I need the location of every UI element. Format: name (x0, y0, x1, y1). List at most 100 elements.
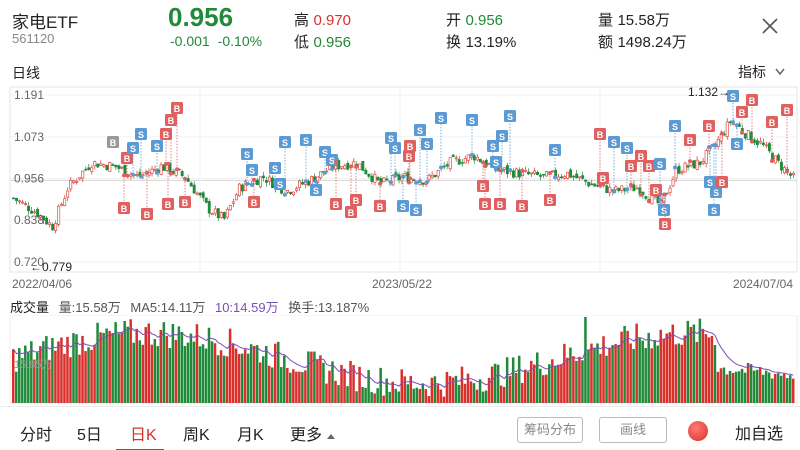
volume-bar (204, 348, 208, 403)
candle-body (478, 158, 482, 163)
candle-body (69, 179, 73, 190)
svg-text:S: S (322, 148, 328, 158)
marker-dot (418, 179, 422, 184)
volume-bar (63, 353, 66, 403)
marker-dot (155, 170, 159, 175)
volume-bar (560, 364, 563, 403)
candle-body (608, 186, 612, 194)
svg-text:B: B (638, 152, 645, 162)
candle-body (237, 183, 241, 197)
tab-5day[interactable]: 5日 (77, 427, 102, 444)
volume-bar (141, 344, 145, 403)
volume-bar (207, 327, 211, 403)
sell-marker: S (466, 114, 478, 126)
indicator-button[interactable]: 指标 (738, 62, 786, 82)
volume-ma-line (13, 326, 794, 389)
marker-dot (283, 192, 287, 197)
volume-bar (400, 369, 403, 403)
marker-dot (735, 123, 739, 128)
tab-intraday[interactable]: 分时 (20, 427, 53, 444)
candle-body (451, 154, 455, 158)
volume-bar (111, 333, 114, 403)
marker-dot (598, 183, 602, 188)
volume-bar (57, 341, 60, 403)
volume-bar (433, 376, 437, 403)
sell-marker: S (490, 156, 502, 168)
candle-body (539, 174, 542, 177)
volume-bar (21, 358, 24, 403)
volume-bar (412, 388, 416, 403)
volume-chart[interactable]: 15.85万 (0, 315, 800, 407)
buy-marker: B (544, 194, 556, 206)
svg-text:S: S (507, 112, 513, 122)
tab-daily-k[interactable]: 日K (130, 427, 157, 444)
buy-marker: B (477, 180, 489, 192)
volume-bar (27, 352, 30, 403)
volume-bar (761, 374, 765, 403)
volume-bar (132, 342, 135, 403)
volume-bar (135, 328, 138, 403)
candle-body (111, 164, 115, 166)
volume-bar (536, 352, 539, 403)
candle-body (605, 185, 609, 194)
tab-monthly-k[interactable]: 月K (237, 427, 264, 444)
volume-bar (581, 360, 584, 403)
volume-bar (295, 371, 298, 403)
volume-bar (695, 341, 699, 403)
volume-bar (358, 366, 361, 403)
sell-marker: S (496, 130, 508, 142)
y-tick-label: 1.073 (14, 130, 44, 144)
marker-dot (673, 165, 677, 170)
buy-marker: B (625, 160, 637, 172)
tab-more[interactable]: 更多 (290, 421, 336, 445)
sell-marker: S (731, 138, 743, 150)
svg-text:S: S (130, 144, 136, 154)
svg-text:B: B (480, 182, 487, 192)
favorite-dot-icon[interactable] (688, 421, 708, 441)
volume-bar (421, 383, 425, 403)
volume-bar (280, 367, 283, 403)
indicator-label: 指标 (738, 64, 766, 80)
volume-bar (418, 388, 422, 403)
candle-body (150, 168, 154, 174)
bottom-toolbar: 分时 5日 日K 周K 月K 更多 筹码分布 画线 加自选 (0, 406, 800, 450)
svg-text:S: S (400, 202, 406, 212)
candle-body (117, 165, 121, 169)
candle-body (213, 208, 217, 214)
add-favorite-button[interactable]: 加自选 (735, 426, 784, 443)
marker-dot (323, 170, 327, 175)
sell-marker: S (300, 134, 312, 146)
volume-bar (144, 327, 148, 403)
volume-bar (436, 384, 440, 403)
volume-bar (701, 328, 705, 403)
candle-body (475, 156, 479, 161)
volume-bar (90, 349, 93, 403)
close-icon[interactable] (760, 16, 780, 36)
candle-body (120, 166, 124, 169)
volume-bar (177, 326, 181, 403)
candle-body (692, 160, 696, 169)
volume-bar (186, 342, 190, 403)
svg-text:B: B (628, 162, 635, 172)
candle-body (716, 139, 720, 147)
marker-dot (494, 167, 498, 172)
volume-bar (749, 364, 753, 403)
volume-bar (746, 362, 750, 403)
buy-marker: B (330, 198, 342, 210)
volume-bar (514, 373, 518, 403)
chart-frame (9, 86, 798, 273)
candle-body (370, 175, 374, 182)
candle-body (54, 223, 58, 231)
chip-distribution-button[interactable]: 筹码分布 (517, 417, 583, 443)
tab-weekly-k[interactable]: 周K (183, 427, 210, 444)
svg-text:B: B (497, 200, 504, 210)
candle-body (454, 157, 458, 160)
svg-text:B: B (348, 208, 355, 218)
volume-bar (370, 392, 373, 403)
volume-bar (713, 345, 717, 403)
marker-dot (349, 164, 353, 169)
marker-dot (122, 173, 126, 178)
draw-line-button[interactable]: 画线 (599, 417, 667, 443)
volume-bar (427, 395, 431, 403)
